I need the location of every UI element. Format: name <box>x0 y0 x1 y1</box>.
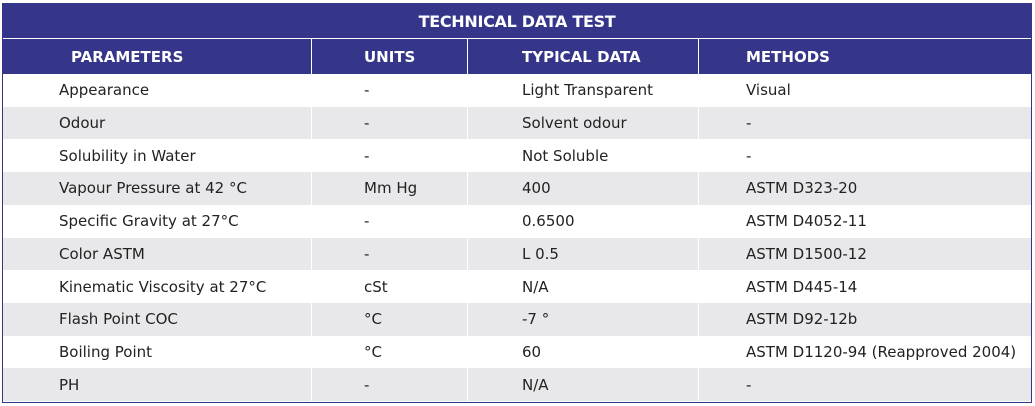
table-cell: Boiling Point <box>59 342 153 361</box>
table-cell: °C <box>311 335 467 369</box>
table-cell: - <box>311 237 467 271</box>
table-cell: ASTM D92-12b <box>698 302 1031 336</box>
table-cell: N/A <box>467 368 698 401</box>
table-cell: Mm Hg <box>311 172 467 205</box>
table-row: Specific Gravity at 27°C -0.6500 ASTM D405… <box>3 204 1031 238</box>
table-cell: Color ASTM <box>3 237 311 271</box>
table-cell: - <box>311 106 467 140</box>
column-header: UNITS <box>311 39 467 74</box>
table-cell: ASTM D4052-11 <box>698 204 1031 238</box>
column-header: METHODS <box>698 39 1031 74</box>
table-row: Vapour Pressure at 42 °C Mm Hg 400 ASTM D32… <box>3 172 1031 205</box>
table-cell: - <box>698 368 1031 401</box>
table-row: PH - N/A - <box>3 368 1031 401</box>
table-cell: -7 ° <box>467 302 698 336</box>
column-header: TYPICAL DATA <box>467 39 698 74</box>
table-cell: - <box>698 106 1031 140</box>
table-cell: 60 <box>467 335 698 369</box>
table-row: Flash Point COC °C -7 ° ASTM D92-12b <box>3 302 1031 336</box>
table-cell: Not Soluble <box>467 139 698 173</box>
table-cell: Specific Gravity at 27°C <box>59 212 239 231</box>
table-cell: Kinematic Viscosity at 27°C <box>59 277 267 296</box>
table-cell: °C <box>311 302 467 336</box>
table-cell: - <box>311 204 467 238</box>
table-row: Boiling Point °C 60 ASTM D1120-94 (Reapprov… <box>3 335 1031 369</box>
table-cell: Odour <box>3 106 311 140</box>
table-cell: 400 <box>467 172 698 205</box>
table-cell: N/A <box>467 270 698 303</box>
column-header: PARAMETERS <box>3 39 311 74</box>
table-cell: Solvent odour <box>467 106 698 140</box>
header-row: PARAMETERS UNITS TYPICAL DATA METHODS <box>3 39 1031 74</box>
table-cell: - <box>311 74 467 107</box>
table-row: Appearance - Light Transparent Visual <box>3 74 1031 107</box>
table-cell: L 0.5 <box>467 237 698 271</box>
table-cell: ASTM D1120-94 (Reapproved 2004) <box>698 335 1031 369</box>
table-cell: ASTM D323-20 <box>698 172 1031 205</box>
table-cell: ASTM D445-14 <box>698 270 1031 303</box>
table-row: Color ASTM - L 0.5 ASTM D1500-12 <box>3 237 1031 271</box>
table-cell: Solubility in Water <box>59 146 196 165</box>
table-cell: - <box>311 368 467 401</box>
table-cell: Visual <box>698 74 1031 107</box>
table-row: Solubility in Water - Not Soluble - <box>3 139 1031 173</box>
table-row: Odour - Solvent odour - <box>3 106 1031 140</box>
table-cell: 0.6500 <box>467 204 698 238</box>
table-cell: - <box>698 139 1031 173</box>
table-title: TECHNICAL DATA TEST <box>3 4 1031 38</box>
table-cell: PH <box>3 368 311 401</box>
table-cell: - <box>311 139 467 173</box>
table-cell: cSt <box>311 270 467 303</box>
table-cell: Light Transparent <box>467 74 698 107</box>
table-cell: Flash Point COC <box>3 302 311 336</box>
data-table: TECHNICAL DATA TEST PARAMETERS UNITS TYPIC… <box>2 3 1032 403</box>
table-row: Kinematic Viscosity at 27°C cSt N/A ASTM D4… <box>3 270 1031 303</box>
table-cell: Appearance <box>59 81 150 100</box>
table-cell: Vapour Pressure at 42 °C <box>3 172 311 205</box>
table-cell: ASTM D1500-12 <box>698 237 1031 271</box>
